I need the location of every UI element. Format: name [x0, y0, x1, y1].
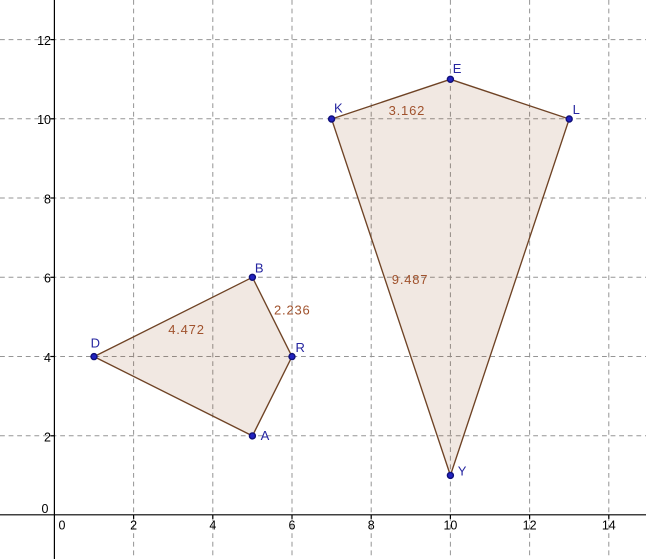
- svg-text:14: 14: [602, 519, 616, 533]
- svg-text:L: L: [573, 102, 580, 117]
- svg-text:D: D: [91, 335, 100, 350]
- svg-text:12: 12: [37, 34, 51, 48]
- svg-text:4: 4: [44, 351, 51, 365]
- svg-text:R: R: [296, 340, 305, 355]
- svg-text:8: 8: [44, 192, 51, 206]
- svg-text:2: 2: [130, 519, 137, 533]
- svg-text:4: 4: [209, 519, 216, 533]
- svg-text:Y: Y: [458, 464, 467, 479]
- svg-text:10: 10: [37, 113, 51, 127]
- svg-text:9.487: 9.487: [392, 272, 429, 287]
- svg-text:3.162: 3.162: [389, 103, 426, 118]
- svg-text:E: E: [453, 61, 462, 76]
- svg-text:4.472: 4.472: [168, 322, 205, 337]
- svg-text:8: 8: [368, 519, 375, 533]
- svg-text:0: 0: [42, 502, 49, 516]
- svg-text:6: 6: [44, 272, 51, 286]
- svg-text:B: B: [255, 260, 264, 275]
- svg-text:10: 10: [443, 519, 457, 533]
- svg-text:0: 0: [59, 519, 66, 533]
- svg-text:2: 2: [44, 430, 51, 444]
- svg-text:12: 12: [523, 519, 537, 533]
- svg-text:A: A: [261, 428, 270, 443]
- svg-text:6: 6: [289, 519, 296, 533]
- svg-text:2.236: 2.236: [274, 303, 311, 318]
- svg-text:K: K: [334, 101, 343, 116]
